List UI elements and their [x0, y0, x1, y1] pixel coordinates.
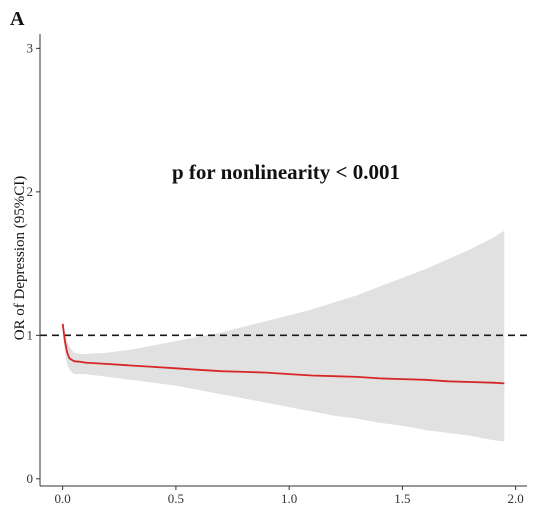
- y-tick-label: 1: [27, 327, 34, 342]
- x-tick-label: 0.5: [168, 491, 184, 506]
- y-tick-label: 3: [27, 40, 34, 55]
- x-tick-label: 0.0: [55, 491, 71, 506]
- y-axis-title: OR of Depression (95%CI): [12, 176, 28, 341]
- x-tick-label: 1.0: [281, 491, 297, 506]
- nonlinearity-annotation: p for nonlinearity < 0.001: [172, 160, 400, 184]
- y-tick-label: 2: [27, 184, 34, 199]
- or-line: [61, 323, 505, 385]
- plot-area: 0 1 2 3 0.0 0.5 1.0 1.5 2.0: [27, 34, 527, 506]
- y-tick-label: 0: [27, 471, 34, 486]
- panel-label: A: [10, 8, 25, 30]
- x-tick-label: 2.0: [508, 491, 524, 506]
- x-tick-label: 1.5: [394, 491, 410, 506]
